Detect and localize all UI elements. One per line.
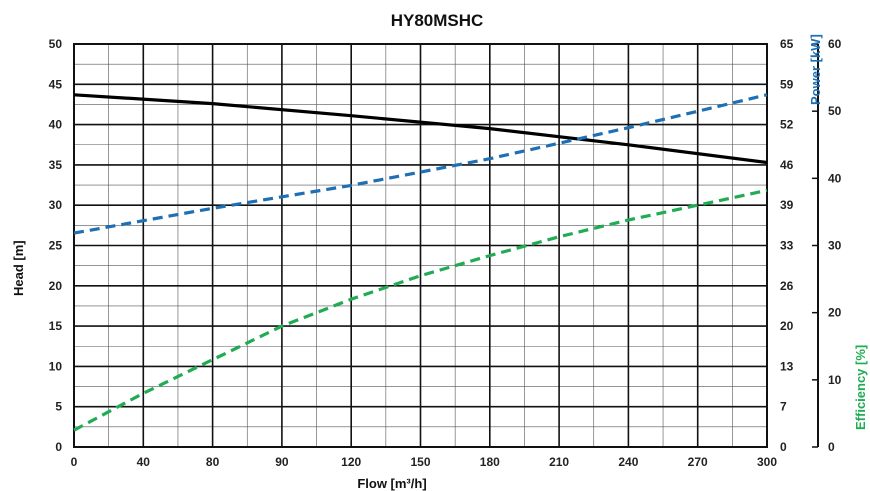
head-tick-label: 40 <box>49 118 63 132</box>
power-tick-label: 46 <box>780 158 794 172</box>
power-tick-label: 59 <box>780 77 794 91</box>
power-tick-label: 65 <box>780 37 794 51</box>
x-tick-label: 0 <box>71 455 78 469</box>
head-tick-label: 25 <box>49 239 63 253</box>
head-tick-label: 35 <box>49 158 63 172</box>
series-curves <box>73 93 768 432</box>
power-axis-label: Power [kW] <box>808 34 823 105</box>
power-tick-label: 20 <box>780 319 794 333</box>
head-axis-title: Head [m] <box>11 240 26 296</box>
efficiency-tick-label: 60 <box>828 37 842 51</box>
x-axis-title: Flow [m³/h] <box>357 476 426 491</box>
tick-labels: 0 40 80 90 120 150 180 210 240 270 300051015202530… <box>49 37 842 469</box>
efficiency-tick-label: 40 <box>828 171 842 185</box>
x-tick-label: 150 <box>410 455 430 469</box>
efficiency-tick-label: 10 <box>828 373 842 387</box>
x-tick-label: 180 <box>480 455 500 469</box>
power-tick-label: 7 <box>780 400 787 414</box>
head-tick-label: 20 <box>49 279 63 293</box>
efficiency-tick-label: 50 <box>828 104 842 118</box>
efficiency-tick-label: 20 <box>828 306 842 320</box>
x-tick-label: 120 <box>341 455 361 469</box>
power-tick-label: 52 <box>780 118 794 132</box>
plot-grid <box>73 43 819 448</box>
power-tick-label: 39 <box>780 198 794 212</box>
head-tick-label: 5 <box>55 400 62 414</box>
x-tick-label: 90 <box>275 455 289 469</box>
efficiency-tick-label: 30 <box>828 239 842 253</box>
x-tick-label: 210 <box>549 455 569 469</box>
series-line-power <box>73 93 768 235</box>
series-line-efficiency <box>73 188 768 432</box>
head-tick-label: 45 <box>49 77 63 91</box>
power-tick-label: 26 <box>780 279 794 293</box>
x-tick-label: 240 <box>618 455 638 469</box>
power-tick-label: 13 <box>780 359 794 373</box>
x-tick-label: 80 <box>206 455 220 469</box>
power-axis-title: Power [kW] <box>808 34 823 105</box>
x-tick-label: 270 <box>688 455 708 469</box>
head-tick-label: 50 <box>49 37 63 51</box>
efficiency-tick-label: 0 <box>828 440 835 454</box>
head-tick-label: 30 <box>49 198 63 212</box>
efficiency-axis-title: Efficiency [%] <box>853 345 868 430</box>
series-line-head <box>73 93 768 165</box>
power-tick-label: 0 <box>780 440 787 454</box>
power-tick-label: 33 <box>780 239 794 253</box>
chart-title: HY80MSHC <box>391 11 484 30</box>
head-tick-label: 10 <box>49 359 63 373</box>
head-tick-label: 15 <box>49 319 63 333</box>
x-tick-label: 40 <box>137 455 151 469</box>
efficiency-axis-label: Efficiency [%] <box>853 345 868 430</box>
x-tick-label: 300 <box>757 455 777 469</box>
head-tick-label: 0 <box>55 440 62 454</box>
